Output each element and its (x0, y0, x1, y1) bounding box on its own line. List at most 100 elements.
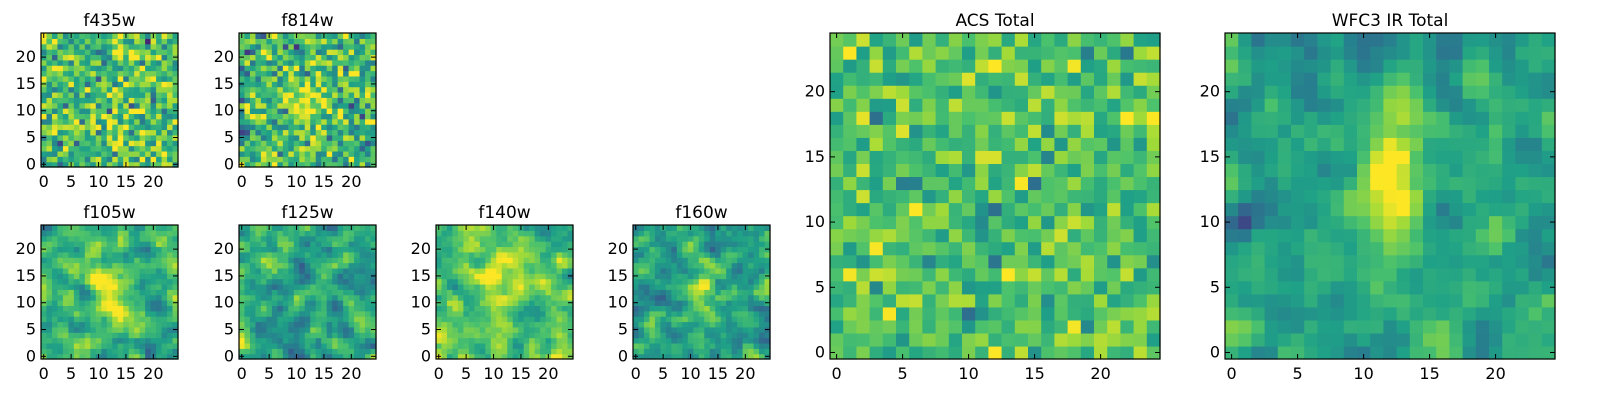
pixel-cell (731, 337, 738, 344)
pixel-cell (41, 262, 48, 269)
pixel-cell (332, 251, 339, 258)
pixel-cell (41, 241, 48, 248)
pixel-cell (1541, 241, 1556, 256)
pixel-cell (682, 326, 689, 333)
pixel-cell (134, 49, 141, 56)
pixel-cell (1120, 33, 1135, 47)
pixel-cell (676, 353, 683, 360)
pixel-cell (73, 65, 80, 72)
pixel-cell (365, 134, 372, 141)
pixel-cell (551, 251, 558, 258)
pixel-cell (1436, 267, 1450, 282)
pixel-cell (1396, 189, 1411, 204)
pixel-cell (882, 319, 897, 334)
pixel-cell (529, 300, 536, 306)
pixel-cell (698, 294, 705, 301)
pixel-cell (315, 140, 322, 147)
pixel-cell (1146, 215, 1161, 230)
pixel-cell (348, 246, 355, 253)
pixel-cell (704, 326, 711, 333)
pixel-cell (128, 289, 135, 296)
pixel-cell (128, 310, 135, 317)
pixel-cell (123, 129, 130, 136)
pixel-cell (293, 246, 300, 253)
pixel-cell (57, 278, 64, 285)
pixel-cell (172, 337, 179, 344)
pixel-cell (156, 337, 163, 344)
pixel-cell (764, 316, 771, 323)
pixel-cell (1449, 345, 1464, 360)
pixel-cell (1080, 228, 1095, 243)
pixel-cell (1120, 111, 1135, 125)
pixel-cell (304, 118, 311, 125)
pixel-cell (337, 97, 344, 104)
pixel-cell (326, 161, 333, 168)
pixel-cell (282, 262, 289, 269)
pixel-cell (1317, 241, 1332, 256)
pixel-cell (1489, 293, 1503, 308)
pixel-cell (337, 332, 344, 339)
pixel-cell (693, 283, 700, 290)
pixel-cell (665, 230, 672, 237)
pixel-cell (277, 54, 284, 61)
pixel-cell (830, 319, 844, 334)
pixel-cell (446, 294, 454, 301)
pixel-cell (123, 102, 130, 109)
pixel-cell (359, 241, 366, 248)
pixel-cell (123, 38, 130, 45)
pixel-cell (742, 310, 749, 317)
pixel-cell (671, 225, 678, 231)
pixel-cell (682, 235, 689, 242)
pixel-cell (167, 145, 174, 152)
pixel-cell (255, 65, 262, 72)
pixel-cell (95, 348, 102, 355)
pixel-cell (922, 150, 937, 164)
pixel-cell (529, 310, 536, 317)
pixel-cell (101, 38, 108, 45)
pixel-cell (359, 97, 366, 104)
pixel-cell (150, 65, 157, 72)
pixel-cell (348, 113, 355, 120)
pixel-cell (123, 124, 130, 131)
pixel-cell (57, 124, 64, 131)
pixel-cell (1094, 241, 1108, 256)
pixel-cell (112, 289, 119, 296)
pixel-cell (46, 316, 53, 323)
pixel-cell (649, 348, 656, 355)
pixel-cell (490, 267, 497, 274)
pixel-cell (90, 108, 97, 114)
pixel-cell (106, 113, 113, 120)
pixel-cell (731, 246, 738, 253)
pixel-cell (156, 342, 163, 349)
pixel-cell (534, 310, 541, 317)
pixel-cell (321, 241, 328, 248)
pixel-cell (654, 246, 661, 253)
pixel-cell (709, 342, 716, 349)
pixel-cell (660, 273, 667, 280)
y-tick-label: 20 (214, 239, 234, 258)
pixel-cell (365, 33, 372, 39)
y-tick-label: 5 (26, 128, 36, 147)
pixel-cell (326, 305, 333, 312)
pixel-cell (682, 278, 689, 285)
pixel-cell (742, 342, 749, 349)
pixel-cell (1238, 241, 1252, 256)
pixel-cell (68, 91, 75, 98)
pixel-cell (46, 294, 53, 301)
pixel-cell (1146, 254, 1161, 269)
pixel-cell (567, 310, 574, 317)
pixel-cell (101, 300, 108, 306)
pixel-cell (988, 254, 1003, 269)
pixel-cell (244, 273, 251, 280)
pixel-cell (117, 54, 124, 61)
pixel-cell (1475, 176, 1490, 191)
pixel-cell (1383, 345, 1398, 360)
pixel-cell (1225, 189, 1239, 204)
pixel-cell (1304, 267, 1318, 282)
pixel-cell (145, 348, 152, 355)
pixel-cell (156, 113, 163, 120)
pixel-cell (79, 124, 86, 131)
pixel-cell (1449, 241, 1464, 256)
pixel-cell (1304, 345, 1318, 360)
pixel-cell (654, 353, 661, 360)
